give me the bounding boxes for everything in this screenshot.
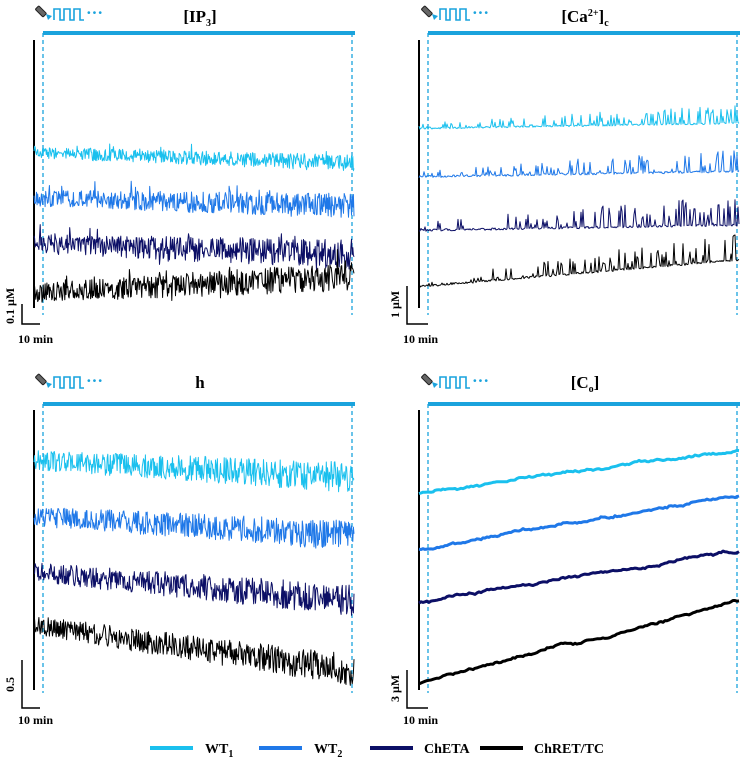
light-pulse-icon <box>35 5 84 21</box>
scale-x-label: 10 min <box>403 713 438 727</box>
trace-wt1 <box>418 448 740 496</box>
trace-wt1 <box>33 450 355 493</box>
trace-cheta <box>418 549 740 605</box>
trace-wt1 <box>33 143 355 172</box>
legend-label: ChRET/TC <box>534 742 604 757</box>
trace-cheta <box>418 199 740 232</box>
trace-cheta <box>33 224 355 271</box>
stim-ellipsis: ··· <box>86 3 103 22</box>
panel-co: ··· [Co] 3 μM 10 min <box>388 371 740 727</box>
scale-bar <box>21 304 40 325</box>
scale-y-label: 3 μM <box>388 675 402 702</box>
stim-ellipsis: ··· <box>86 371 103 390</box>
trace-chret-tc <box>33 249 355 303</box>
title-post: ] <box>211 7 217 26</box>
scale-y-label: 0.5 <box>3 677 17 692</box>
legend-label: ChETA <box>424 742 471 757</box>
light-pulse-icon <box>421 5 470 21</box>
panel-title: h <box>195 373 205 392</box>
title-pre: [IP <box>183 7 206 26</box>
panel-h: ··· h 0.5 10 min <box>3 371 355 727</box>
trace-wt1 <box>418 105 740 130</box>
stim-ellipsis: ··· <box>472 3 489 22</box>
traces <box>33 143 355 303</box>
traces <box>418 448 740 686</box>
title-sub: c <box>604 18 609 29</box>
traces <box>418 105 740 288</box>
scale-y-label: 0.1 μM <box>3 288 17 324</box>
scale-x-label: 10 min <box>18 332 53 346</box>
trace-chret-tc <box>33 617 355 686</box>
title-sub: 3 <box>206 18 211 29</box>
scale-x-label: 10 min <box>18 713 53 727</box>
scale-bar <box>406 286 428 325</box>
panel-title: [Co] <box>571 373 600 395</box>
legend-label: WT1 <box>205 742 233 760</box>
title-sup: 2+ <box>588 8 599 19</box>
light-pulse-icon <box>35 373 84 389</box>
legend-label: WT2 <box>314 742 342 760</box>
legend-item-wt2: WT2 <box>259 742 342 760</box>
panel-ip3: ··· [IP3] 0.1 μM 10 min <box>3 3 355 346</box>
title-sub: o <box>589 384 594 395</box>
trace-wt2 <box>33 507 355 549</box>
panel-ca: ··· [Ca2+]c 1 μM 10 min <box>388 3 740 346</box>
title-post: ] <box>594 373 600 392</box>
title-pre: h <box>195 373 205 392</box>
legend-item-wt1: WT1 <box>150 742 233 760</box>
title-pre: [C <box>571 373 589 392</box>
trace-chret-tc <box>418 599 740 686</box>
trace-wt2 <box>33 180 355 218</box>
legend: WT1 WT2 ChETA ChRET/TC <box>150 742 604 760</box>
scale-x-label: 10 min <box>403 332 438 346</box>
stim-ellipsis: ··· <box>472 371 489 390</box>
trace-chret-tc <box>418 234 740 288</box>
legend-item-cheta: ChETA <box>370 742 471 757</box>
title-post: ] <box>599 7 605 26</box>
trace-cheta <box>33 562 355 616</box>
scale-y-label: 1 μM <box>388 291 402 318</box>
scale-bar <box>21 660 40 709</box>
scale-bar <box>406 670 428 709</box>
traces <box>33 450 355 686</box>
title-pre: [Ca <box>561 7 588 26</box>
trace-wt2 <box>418 494 740 551</box>
panel-title: [Ca2+]c <box>561 7 609 29</box>
light-pulse-icon <box>421 373 470 389</box>
trace-wt2 <box>418 150 740 178</box>
legend-item-chret-tc: ChRET/TC <box>480 742 604 757</box>
panel-title: [IP3] <box>183 7 216 29</box>
